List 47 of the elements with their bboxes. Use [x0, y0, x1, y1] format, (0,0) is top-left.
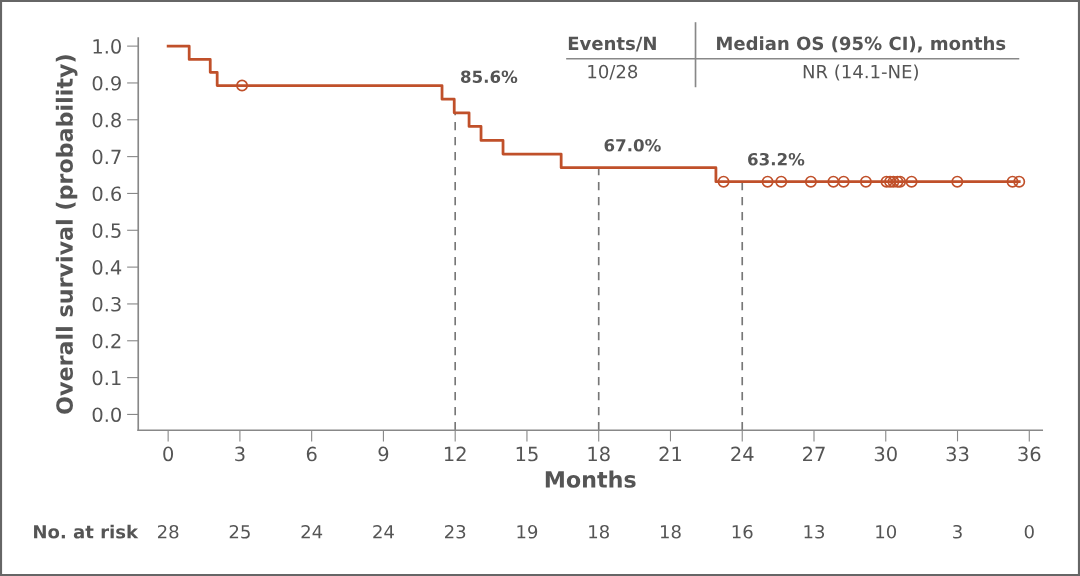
text: 24 [301, 524, 323, 539]
x-tick-label: 33 [946, 446, 969, 462]
text: 25 [229, 524, 250, 539]
y-axis-title: Overall survival (probability) [55, 55, 78, 414]
x-tick-label: 3 [235, 446, 245, 462]
text: 23 [445, 524, 466, 539]
text: 18 [660, 524, 681, 539]
x-tick-label: 9 [378, 446, 389, 462]
text: 16 [732, 524, 753, 539]
text: 3 [953, 524, 962, 539]
annotation: 85.6% [460, 70, 518, 84]
text: 0 [1024, 524, 1034, 539]
y-tick-label: 0.0 [92, 407, 121, 423]
y-tick-label: 0.1 [92, 370, 121, 386]
annotation: 10/28 [588, 64, 638, 80]
text: No. at risk [34, 524, 139, 539]
annotation: NR (14.1-NE) [803, 64, 918, 81]
x-tick-label: 24 [731, 446, 754, 462]
annotation: 63.2% [748, 152, 805, 166]
x-tick-label: 0 [163, 446, 174, 462]
y-tick-label: 0.8 [92, 112, 121, 128]
x-tick-label: 12 [444, 446, 466, 462]
annotation: Median OS (95% CI), months [717, 36, 1006, 53]
x-tick-label: 21 [659, 446, 682, 462]
y-tick-label: 0.3 [92, 296, 121, 312]
y-tick-label: 0.7 [92, 149, 121, 165]
y-tick-label: 0.2 [92, 333, 121, 349]
x-axis-title: Months [545, 470, 636, 488]
text: 19 [517, 524, 538, 539]
text: 10 [876, 524, 897, 539]
x-tick-label: 30 [874, 446, 897, 462]
x-tick-label: 15 [516, 446, 538, 462]
text: 18 [589, 524, 609, 539]
y-tick-label: 0.4 [92, 260, 122, 275]
annotation: Events/N [568, 36, 656, 52]
annotation: 67.0% [604, 138, 661, 152]
text: 24 [373, 524, 394, 539]
x-tick-label: 27 [803, 446, 825, 462]
text: 28 [157, 524, 179, 539]
y-tick-label: 0.5 [92, 223, 121, 238]
x-tick-label: 6 [306, 446, 317, 462]
x-tick-label: 36 [1018, 446, 1041, 462]
y-tick-label: 0.6 [92, 186, 122, 202]
text: 13 [804, 524, 825, 539]
y-tick-label: 1.0 [93, 39, 121, 54]
y-tick-label: 0.9 [92, 75, 121, 91]
x-tick-label: 18 [588, 446, 610, 462]
